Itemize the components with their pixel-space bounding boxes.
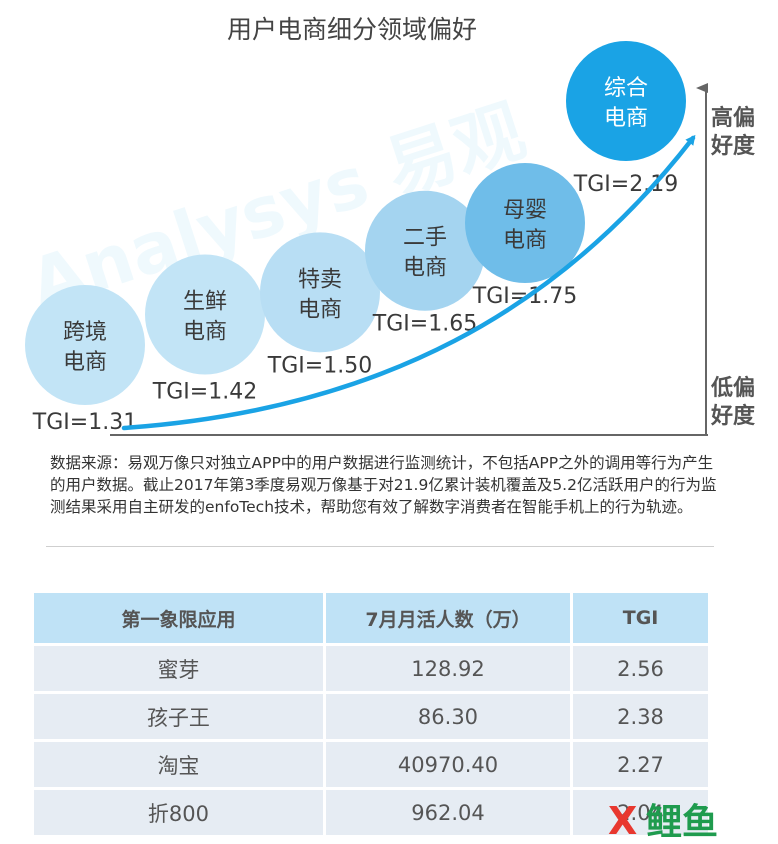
table-row: 孩子王 86.30 2.38 (34, 694, 708, 739)
bubble-6 (566, 41, 686, 161)
tgi-value-label: TGI=1.50 (267, 353, 372, 378)
note-divider (46, 546, 714, 547)
cell-mau: 40970.40 (322, 742, 571, 787)
cell-mau: 128.92 (322, 646, 571, 691)
bubble-label: 母婴电商 (503, 198, 547, 253)
trend-curve (121, 134, 696, 431)
cell-mau: 86.30 (322, 694, 571, 739)
cell-mau: 962.04 (322, 790, 571, 835)
table-row: 折800 962.04 2.04 (34, 790, 708, 835)
bubble-label: 跨境电商 (63, 320, 107, 375)
bubble-4 (365, 190, 485, 311)
bubble-label: 特卖电商 (298, 267, 342, 322)
cell-app: 淘宝 (34, 742, 323, 787)
brand-logo: X 鲤鱼 (608, 799, 718, 842)
header-tgi: TGI (570, 593, 708, 643)
cell-app: 孩子王 (34, 694, 323, 739)
svg-text:鲤鱼: 鲤鱼 (646, 802, 718, 842)
bubbles: 跨境电商 TGI=1.31 生鲜电商 TGI=1.42 特卖电商 TGI=1.50 二手电商… (25, 41, 686, 435)
tgi-bubble-chart: Analysys 易观 用户电商细分领域偏好 高偏好度 低偏好度 跨境电商TGI… (20, 15, 756, 436)
cell-tgi: 2.38 (570, 694, 708, 739)
bubble-5 (465, 163, 585, 283)
chart-title: 用户电商细分领域偏好 (227, 15, 477, 44)
data-source-note: 数据来源：易观万像只对独立APP中的用户数据进行监测统计，不包括APP之外的调用… (50, 454, 717, 516)
header-mau: 7月月活人数（万） (322, 593, 571, 643)
cell-app: 蜜芽 (34, 646, 323, 691)
table-row: 蜜芽 128.92 2.56 (34, 646, 708, 691)
bubble-2 (145, 254, 265, 375)
bubble-label: 综合电商 (604, 76, 648, 131)
table-header-row: 第一象限应用 7月月活人数（万） TGI (34, 593, 708, 643)
cell-tgi: 2.04 (570, 790, 708, 835)
bubble-label: 生鲜电商 (183, 290, 227, 345)
tgi-value-label: TGI=1.31 (32, 410, 137, 435)
svg-text:X: X (608, 799, 637, 842)
tgi-value-label: TGI=1.42 (152, 380, 257, 405)
table-row: 淘宝 40970.40 2.27 (34, 742, 708, 787)
cell-app: 折800 (34, 790, 323, 835)
bubble-label: 二手电商 (403, 226, 447, 281)
header-app: 第一象限应用 (34, 593, 323, 643)
axis-high-label: 高偏好度 (710, 105, 756, 159)
quadrant-app-table: 第一象限应用 7月月活人数（万） TGI 蜜芽 128.92 2.56 孩子王 … (34, 590, 708, 838)
tgi-value-label: TGI=1.65 (372, 312, 477, 337)
bubble-1 (25, 285, 145, 405)
cell-tgi: 2.56 (570, 646, 708, 691)
cell-tgi: 2.27 (570, 742, 708, 787)
axis-low-label: 低偏好度 (710, 375, 756, 429)
bubble-3 (260, 232, 380, 353)
